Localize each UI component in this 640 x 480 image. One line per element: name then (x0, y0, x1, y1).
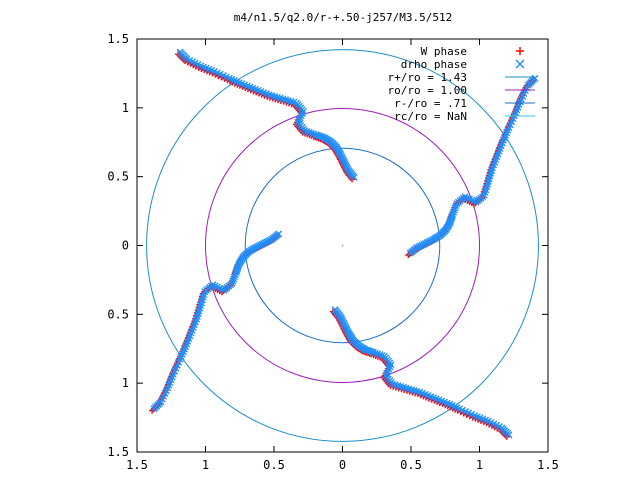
chart-title: m4/n1.5/q2.0/r-+.50-j257/M3.5/512 (234, 11, 453, 24)
legend-drho-marker (515, 59, 525, 69)
drho-phase-point (368, 348, 376, 356)
y-tick-label: 0 (122, 239, 129, 253)
y-tick-label: 1 (122, 101, 129, 115)
legend-label: rc/ro = NaN (394, 110, 467, 123)
legend-label: r+/ro = 1.43 (388, 71, 467, 84)
x-tick-label: 0.5 (263, 458, 285, 472)
drho-phase-point (505, 431, 513, 439)
drho-phase-point (448, 212, 456, 220)
drho-phase-point (233, 267, 241, 275)
y-tick-label: 0.5 (107, 307, 129, 321)
y-tick-label: 1.5 (107, 32, 129, 46)
legend-label: ro/ro = 1.00 (388, 84, 467, 97)
x-tick-label: 0 (339, 458, 346, 472)
origin-point (341, 244, 344, 247)
x-tick-label: 1.5 (537, 458, 559, 472)
circle-1.43 (146, 49, 539, 442)
legend-label: W phase (421, 45, 467, 58)
circle-0.71 (244, 147, 441, 344)
legend-label: drho phase (401, 58, 467, 71)
x-tick-label: 1 (476, 458, 483, 472)
x-tick-label: 1.5 (126, 458, 148, 472)
x-tick-label: 1 (202, 458, 209, 472)
x-tick-label: 0.5 (400, 458, 422, 472)
y-tick-label: 1 (122, 376, 129, 390)
drho-phase-point (531, 74, 539, 82)
reference-circles (146, 49, 539, 442)
drho-phase-point (313, 131, 321, 139)
drho-phase-point (176, 48, 184, 56)
axis-ticks: 1.5 1 0.5 0 0.5 1 1.51.510.500.511.5 (107, 32, 559, 472)
circle-1 (205, 108, 480, 383)
phase-points (149, 48, 539, 440)
y-tick-label: 0.5 (107, 170, 129, 184)
legend-label: r-/ro = .71 (394, 97, 467, 110)
y-tick-label: 1.5 (107, 445, 129, 459)
drho-phase-point (150, 405, 158, 413)
legend-w-marker (516, 47, 524, 55)
